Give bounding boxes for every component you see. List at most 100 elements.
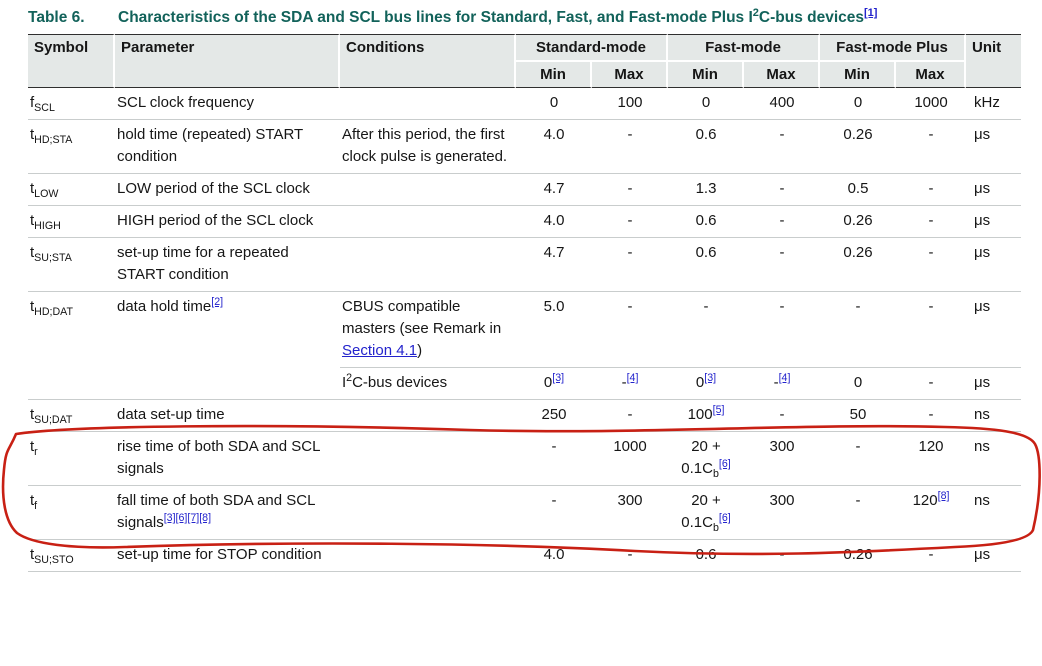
text-segment: 0.26 [843, 244, 873, 261]
footnote-6-link[interactable]: [6] [718, 458, 731, 470]
text-segment: 120 [918, 438, 944, 455]
section-4-1-link[interactable]: Section 4.1 [342, 342, 418, 359]
cell-value: - [896, 291, 967, 367]
cell-symbol: fSCL [28, 88, 115, 119]
text-segment: 2 [752, 6, 759, 19]
footnote-8-link[interactable]: [8] [937, 490, 950, 502]
text-segment: ns [974, 406, 990, 423]
header-parameter: Parameter [115, 34, 340, 88]
text-segment: t [30, 406, 35, 423]
cell-value: 4.7 [516, 173, 592, 205]
header-standard-min: Min [516, 62, 592, 88]
cell-unit: μs [966, 173, 1022, 205]
footnote-2-link[interactable]: [2] [211, 296, 224, 308]
cell-value: 0 [668, 88, 744, 119]
cell-value: - [744, 173, 821, 205]
text-segment: t [30, 180, 35, 197]
text-segment: t [30, 298, 35, 315]
header-fast-mode-plus: Fast-mode Plus [820, 34, 967, 62]
cell-parameter: SCL clock frequency [115, 88, 340, 119]
text-segment: - [928, 546, 934, 563]
text-segment: 0 [853, 374, 863, 391]
text-segment: - [855, 298, 861, 315]
text-segment: - [627, 244, 633, 261]
cell-symbol: tSU;STA [28, 237, 115, 291]
text-segment: 120 [912, 492, 938, 509]
text-segment: r [34, 446, 38, 458]
cell-value: - [592, 119, 669, 173]
table-row: tSU;DAT data set-up time 250-100[5] -50- ns [28, 399, 1022, 431]
text-segment: 400 [769, 94, 795, 111]
text-segment: SU;STA [34, 252, 72, 264]
cell-unit: μs [966, 119, 1022, 173]
text-segment: μs [974, 126, 991, 143]
cell-value: 0.26 [820, 539, 897, 572]
table-row: tf fall time of both SDA and SCL signals[… [28, 485, 1022, 539]
cell-value: 0 [820, 367, 897, 399]
footnote-4-link[interactable]: [4] [626, 372, 639, 384]
text-segment: C-bus devices [352, 374, 448, 391]
cell-symbol: tHD;DAT [28, 291, 115, 367]
text-segment: - [703, 298, 709, 315]
footnote-5-link[interactable]: [5] [712, 404, 725, 416]
cell-parameter: hold time (repeated) START condition [115, 119, 340, 173]
footnote-3-link[interactable]: [3] [704, 372, 717, 384]
text-segment: SCL clock frequency [117, 94, 255, 111]
cell-value: 4.0 [516, 205, 592, 237]
header-fmp-max: Max [896, 62, 967, 88]
text-segment: CBUS compatible masters (see Remark in [342, 298, 502, 337]
cell-value: - [592, 399, 669, 431]
text-segment: 0.6 [695, 126, 717, 143]
text-segment: 4.0 [543, 126, 565, 143]
cell-conditions [340, 205, 516, 237]
text-segment: - [928, 212, 934, 229]
cell-unit: μs [966, 367, 1022, 399]
cell-value: 4.7 [516, 237, 592, 291]
text-segment: SCL [34, 102, 55, 114]
text-segment: - [779, 126, 785, 143]
footnote-3678-link[interactable]: [3][6][7][8] [163, 512, 212, 524]
text-segment: 1000 [613, 438, 647, 455]
text-segment: 5.0 [543, 298, 565, 315]
text-segment: 1000 [914, 94, 948, 111]
table-caption: Characteristics of the SDA and SCL bus l… [118, 6, 878, 26]
cell-value: 20 + 0.1Cb[6] [668, 431, 745, 485]
text-segment: - [779, 180, 785, 197]
cell-symbol [28, 367, 115, 399]
cell-conditions: After this period, the first clock pulse… [340, 119, 516, 173]
text-segment: 0 [549, 94, 559, 111]
cell-value: - [744, 119, 821, 173]
footnote-3-link[interactable]: [3] [552, 372, 565, 384]
footnote-1-link[interactable]: [1] [864, 6, 878, 19]
text-segment: 0 [701, 94, 711, 111]
cell-parameter: fall time of both SDA and SCL signals[3]… [115, 485, 340, 539]
header-symbol: Symbol [28, 34, 115, 88]
text-segment: 300 [769, 438, 795, 455]
text-segment: ns [974, 438, 990, 455]
text-segment: - [779, 244, 785, 261]
footnote-6-link[interactable]: [6] [718, 512, 731, 524]
footnote-4-link[interactable]: [4] [778, 372, 791, 384]
cell-value: - [896, 119, 967, 173]
cell-value: 0.6 [668, 205, 745, 237]
cell-value: 100 [592, 88, 668, 119]
table-row: tLOW LOW period of the SCL clock 4.7-1.3-0… [28, 173, 1022, 205]
text-segment: - [928, 298, 934, 315]
cell-value: - [744, 237, 821, 291]
text-segment: SU;STO [34, 554, 74, 566]
text-segment: - [855, 492, 861, 509]
cell-symbol: tr [28, 431, 115, 485]
cell-value: 300 [744, 431, 821, 485]
cell-value: 250 [516, 399, 592, 431]
text-segment: fall time of both SDA and SCL signals [117, 492, 315, 531]
table-row: I2C-bus devices 0[3] -[4] 0[3] -[4] 0- μs [28, 367, 1022, 399]
cell-value: - [896, 367, 967, 399]
text-segment: - [551, 438, 557, 455]
cell-value: 0[3] [668, 367, 745, 399]
cell-value: 0.6 [668, 119, 745, 173]
cell-value: -[4] [592, 367, 669, 399]
text-segment: f [30, 94, 35, 111]
cell-value: 0.6 [668, 237, 745, 291]
text-segment: HD;STA [34, 134, 73, 146]
